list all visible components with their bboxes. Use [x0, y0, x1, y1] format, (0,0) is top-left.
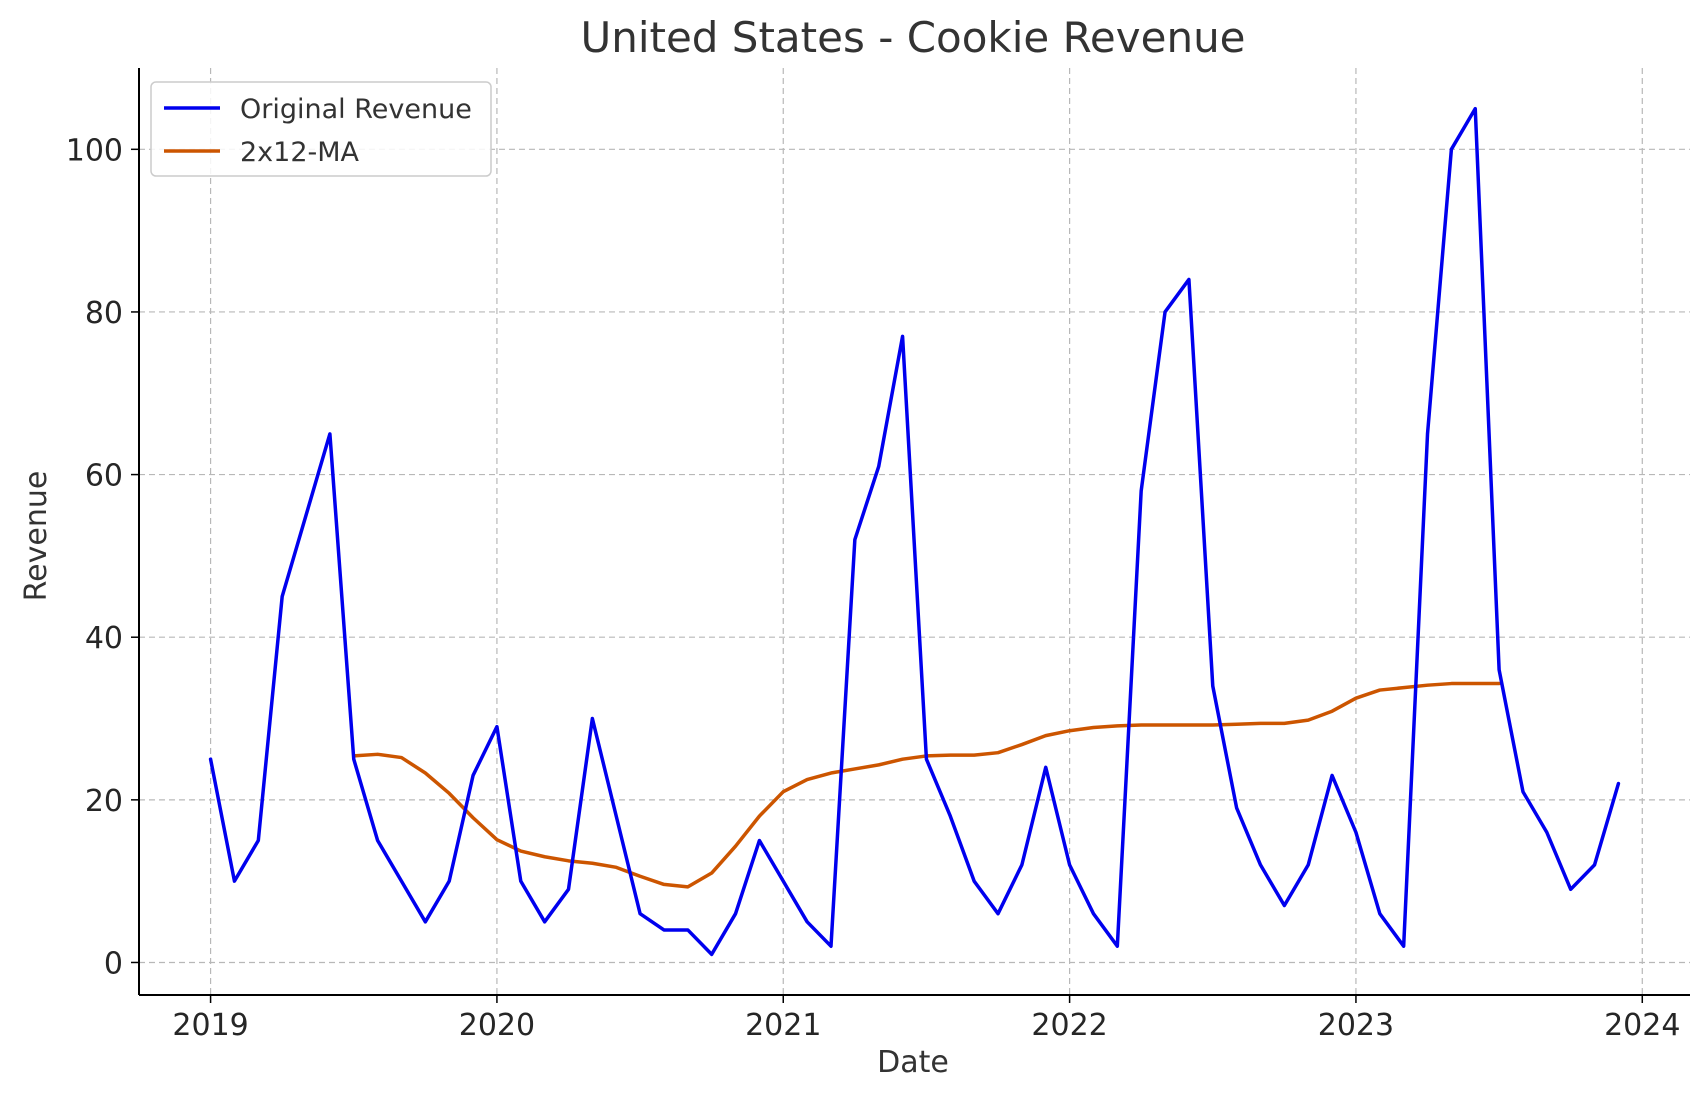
axes	[138, 68, 1690, 996]
y-axis-label: Revenue	[19, 471, 54, 602]
y-tick-label: 100	[66, 133, 123, 168]
legend-box	[150, 81, 492, 177]
x-tick-label: 2023	[1318, 1008, 1394, 1043]
x-tick-label: 2024	[1604, 1008, 1680, 1043]
x-tick-label: 2020	[459, 1008, 535, 1043]
gridlines	[139, 68, 1690, 995]
y-tick-label: 60	[85, 459, 123, 494]
legend: Original Revenue 2x12-MA	[150, 81, 492, 177]
y-tick-label: 0	[104, 946, 123, 981]
x-tick-label: 2021	[745, 1008, 821, 1043]
x-tick-label: 2022	[1031, 1008, 1107, 1043]
legend-label-original-revenue: Original Revenue	[240, 94, 472, 125]
legend-label-moving-average: 2x12-MA	[240, 137, 360, 168]
series-lines	[208, 106, 1621, 957]
axis-ticks: 0 20 40 60 80 100 2019 2020 2021 2022 2023 2024	[66, 133, 1681, 1043]
x-axis-label: Date	[877, 1045, 949, 1080]
y-tick-label: 80	[85, 296, 123, 331]
chart-title: United States - Cookie Revenue	[580, 13, 1245, 62]
y-tick-label: 40	[85, 621, 123, 656]
series-line-moving-average	[352, 681, 1501, 889]
y-tick-label: 20	[85, 784, 123, 819]
x-tick-label: 2019	[172, 1008, 248, 1043]
series-line-original-revenue	[208, 106, 1621, 957]
